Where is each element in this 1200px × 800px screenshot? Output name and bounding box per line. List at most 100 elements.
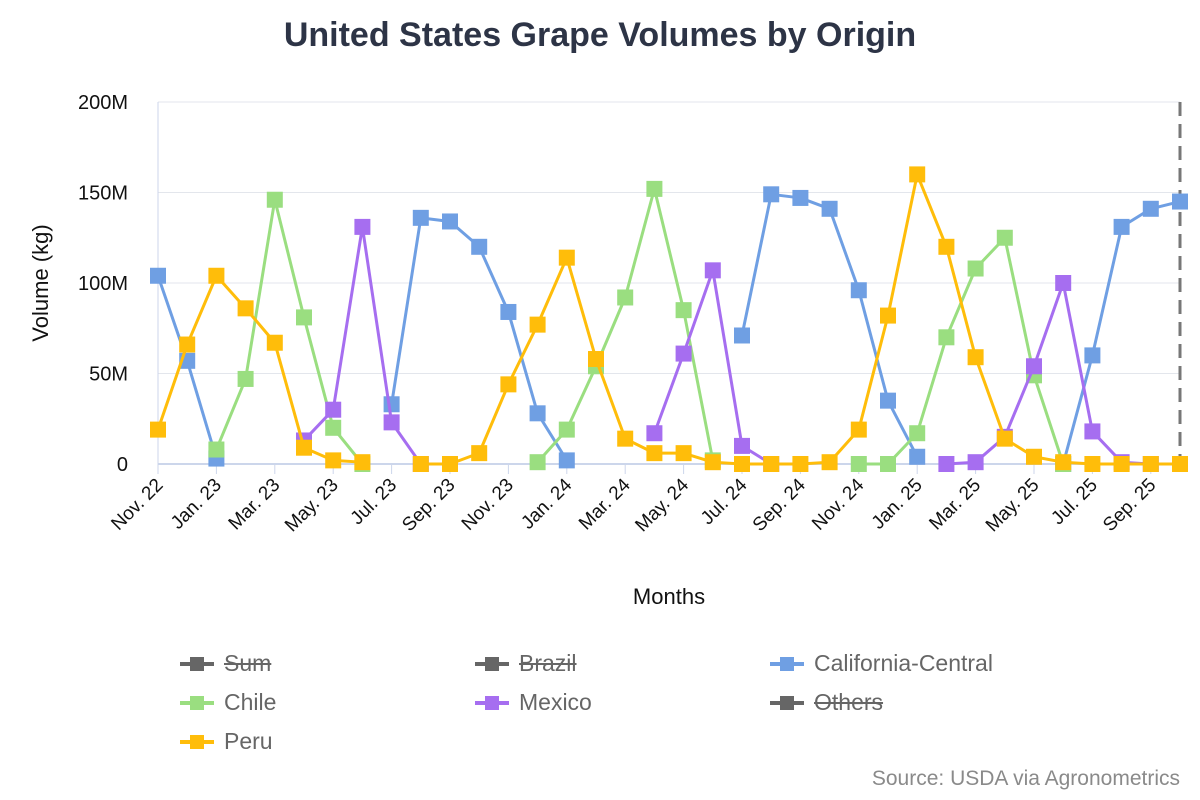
data-point bbox=[996, 430, 1013, 447]
data-point bbox=[266, 191, 283, 208]
data-point bbox=[558, 421, 575, 438]
data-point bbox=[880, 307, 896, 324]
data-point bbox=[646, 425, 663, 442]
data-point bbox=[967, 349, 984, 366]
data-point bbox=[1084, 347, 1101, 364]
x-tick-label: Nov. 23 bbox=[458, 475, 518, 535]
series-line bbox=[1061, 200, 1181, 465]
legend-marker-icon bbox=[180, 695, 214, 710]
series-line bbox=[740, 192, 919, 458]
data-point bbox=[325, 419, 342, 436]
data-point bbox=[354, 218, 371, 235]
series-line bbox=[652, 268, 772, 466]
data-point bbox=[909, 448, 926, 465]
data-point bbox=[704, 262, 721, 279]
data-point bbox=[704, 454, 721, 471]
data-point bbox=[150, 421, 166, 438]
x-tick-label: Mar. 23 bbox=[225, 475, 285, 535]
data-point bbox=[1026, 358, 1042, 375]
data-point bbox=[821, 200, 838, 217]
data-point bbox=[383, 414, 400, 431]
x-tick-label: Jul. 23 bbox=[347, 475, 401, 529]
data-point bbox=[1055, 275, 1072, 291]
data-point bbox=[500, 303, 517, 320]
data-point bbox=[909, 166, 926, 183]
data-point bbox=[967, 260, 984, 277]
x-tick-label: Nov. 24 bbox=[808, 474, 868, 534]
data-point bbox=[1172, 193, 1188, 210]
legend-marker-icon bbox=[475, 656, 509, 671]
legend-marker-icon bbox=[770, 656, 804, 671]
legend-marker-icon bbox=[180, 734, 214, 749]
y-tick-label: 150M bbox=[78, 183, 128, 205]
data-point bbox=[792, 456, 809, 472]
data-point bbox=[850, 282, 867, 299]
x-tick-label: Sep. 24 bbox=[749, 474, 810, 535]
data-point bbox=[617, 430, 634, 447]
data-point bbox=[150, 267, 166, 284]
data-point bbox=[588, 351, 604, 368]
data-point bbox=[617, 289, 634, 306]
y-axis-title: Volume (kg) bbox=[28, 224, 53, 341]
data-point bbox=[529, 454, 546, 471]
source-credit: Source: USDA via Agronometrics bbox=[871, 767, 1180, 790]
series-peru bbox=[150, 166, 1188, 472]
legend-item-peru[interactable]: Peru bbox=[180, 728, 273, 755]
series-chile bbox=[208, 180, 1072, 472]
data-point bbox=[412, 456, 429, 472]
data-point bbox=[821, 454, 838, 471]
legend-item-california-central[interactable]: California-Central bbox=[770, 650, 993, 677]
data-point bbox=[675, 345, 692, 362]
data-point bbox=[383, 396, 400, 413]
data-point bbox=[412, 209, 429, 226]
data-point bbox=[471, 238, 488, 255]
data-point bbox=[734, 456, 750, 472]
data-point bbox=[1113, 456, 1130, 472]
data-point bbox=[1172, 456, 1188, 472]
data-point bbox=[646, 445, 663, 462]
legend-marker-icon bbox=[180, 656, 214, 671]
data-point bbox=[179, 336, 196, 353]
data-point bbox=[529, 405, 546, 422]
data-point bbox=[558, 249, 575, 266]
data-point bbox=[1084, 423, 1101, 440]
data-point bbox=[558, 452, 575, 469]
data-point bbox=[675, 302, 692, 319]
series-line bbox=[302, 225, 423, 465]
x-tick-label: May. 24 bbox=[631, 474, 693, 536]
data-point bbox=[1142, 456, 1159, 472]
legend-item-mexico[interactable]: Mexico bbox=[475, 689, 592, 716]
data-point bbox=[1026, 448, 1042, 465]
data-point bbox=[675, 445, 692, 462]
data-point bbox=[938, 329, 955, 346]
data-point bbox=[792, 189, 809, 206]
x-tick-label: May. 23 bbox=[281, 475, 343, 537]
series-line bbox=[858, 236, 1065, 466]
legend-item-others[interactable]: Others bbox=[770, 689, 883, 716]
data-point bbox=[734, 327, 750, 344]
x-tick-label: Sep. 25 bbox=[1099, 475, 1160, 536]
data-point bbox=[325, 452, 342, 469]
y-tick-label: 100M bbox=[78, 273, 128, 295]
data-point bbox=[296, 439, 312, 456]
data-point bbox=[529, 316, 546, 333]
x-tick-label: Nov. 22 bbox=[107, 475, 167, 535]
y-tick-label: 200M bbox=[78, 92, 128, 114]
data-point bbox=[1055, 454, 1072, 471]
legend-item-brazil[interactable]: Brazil bbox=[475, 650, 577, 677]
data-point bbox=[354, 454, 371, 471]
legend-marker-icon bbox=[475, 695, 509, 710]
data-point bbox=[442, 456, 458, 472]
legend-item-sum[interactable]: Sum bbox=[180, 650, 271, 677]
legend-item-chile[interactable]: Chile bbox=[180, 689, 276, 716]
x-tick-label: Jul. 24 bbox=[697, 474, 752, 529]
data-point bbox=[237, 300, 254, 317]
data-point bbox=[938, 238, 955, 255]
x-tick-label: Jan. 23 bbox=[167, 475, 226, 534]
x-tick-label: May. 25 bbox=[982, 475, 1044, 537]
data-point bbox=[500, 376, 517, 393]
chart-title: United States Grape Volumes by Origin bbox=[283, 16, 917, 54]
x-tick-label: Mar. 25 bbox=[925, 475, 985, 535]
data-point bbox=[880, 392, 896, 409]
